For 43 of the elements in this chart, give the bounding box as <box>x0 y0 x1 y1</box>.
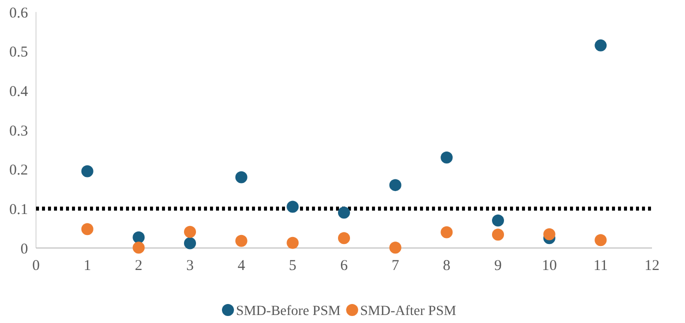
x-tick-label: 10 <box>542 258 557 274</box>
x-tick-label: 4 <box>238 258 246 274</box>
x-tick-label: 1 <box>84 258 92 274</box>
point <box>286 236 299 249</box>
point <box>132 231 145 244</box>
y-tick-label: 0.3 <box>9 123 28 140</box>
legend-label: SMD-After PSM <box>360 304 457 319</box>
y-tick-label: 0.5 <box>9 44 28 61</box>
point <box>81 165 94 178</box>
x-tick-label: 6 <box>340 258 348 274</box>
point <box>184 237 196 250</box>
point <box>338 232 350 244</box>
point <box>543 228 556 240</box>
point <box>440 226 453 238</box>
point <box>389 179 402 192</box>
x-tick-label: 7 <box>392 258 400 274</box>
y-tick-label: 0.4 <box>9 84 28 100</box>
x-tick-label: 11 <box>593 258 608 274</box>
x-tick-label: 8 <box>442 258 450 274</box>
x-tick-label: 2 <box>134 258 142 274</box>
y-tick-label: 0.1 <box>9 202 28 218</box>
point <box>594 234 607 246</box>
point <box>492 228 504 241</box>
y-tick-label: 0.2 <box>9 162 28 179</box>
point <box>389 242 402 254</box>
point <box>132 242 145 254</box>
y-tick-label: 0 <box>20 241 28 258</box>
point <box>184 226 196 238</box>
point <box>440 152 453 164</box>
point <box>338 206 350 219</box>
point <box>235 171 248 184</box>
point <box>235 234 248 247</box>
x-tick-label: 12 <box>644 258 660 274</box>
x-tick-label: 9 <box>494 258 502 274</box>
point <box>492 214 504 226</box>
x-tick-label: 5 <box>288 258 296 274</box>
x-tick-label: 3 <box>186 258 194 274</box>
x-tick-label: 0 <box>32 258 40 274</box>
point <box>594 39 607 52</box>
point <box>286 200 299 213</box>
y-tick-label: 0.6 <box>9 5 28 22</box>
legend-label: SMD-Before PSM <box>236 304 342 319</box>
point <box>81 223 94 236</box>
